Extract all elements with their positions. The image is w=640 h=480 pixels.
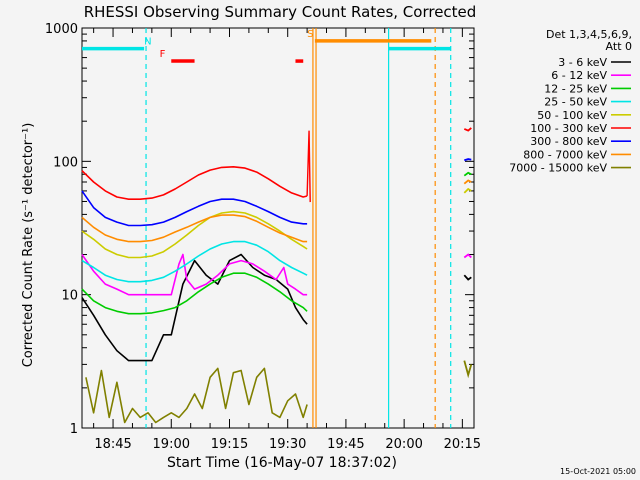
series-line-800-7000-kev (81, 214, 308, 243)
series-line-7000-15000-kev (85, 367, 308, 424)
x-tick-label: 19:15 (211, 437, 248, 452)
y-tick-label: 10 (61, 289, 78, 304)
x-axis-label: Start Time (16-May-07 18:37:02) (167, 455, 397, 471)
y-axis-label: Corrected Count Rate (s⁻¹ detector⁻¹) (21, 123, 36, 368)
legend-label-6-12-kev: 6 - 12 keV (551, 69, 607, 82)
legend-label-25-50-kev: 25 - 50 keV (544, 96, 607, 109)
late-fragment-300-800-kev (464, 158, 472, 162)
event-bar-label-s: S (307, 29, 313, 40)
late-fragment-6-12-kev (463, 253, 472, 259)
legend-label-800-7000-kev: 800 - 7000 keV (523, 148, 607, 161)
legend-label-7000-15000-kev: 7000 - 15000 keV (509, 162, 607, 175)
late-fragment-800-7000-kev (463, 179, 472, 185)
footer-date: 15-Oct-2021 05:00 (560, 467, 636, 476)
legend-label-300-800-kev: 300 - 800 keV (530, 135, 607, 148)
series-line-50-100-kev (81, 210, 308, 259)
series-line-12-25-kev (81, 272, 308, 315)
event-bar-label-f: F (160, 49, 166, 60)
x-tick-label: 19:45 (327, 437, 364, 452)
spike-line (306, 130, 311, 203)
series-line-3-6-kev (81, 253, 308, 362)
series-line-25-50-kev (81, 240, 308, 283)
legend-header-line-1: Det 1,3,4,5,6,9, (546, 28, 632, 41)
legend-label-50-100-kev: 50 - 100 keV (537, 109, 607, 122)
y-tick-label: 1000 (45, 22, 78, 37)
late-fragment-12-25-kev (463, 171, 472, 177)
legend-header-line-2: Att 0 (606, 40, 632, 53)
x-tick-label: 20:00 (385, 437, 422, 452)
x-tick-label: 18:45 (94, 437, 131, 452)
series-line-6-12-kev (81, 253, 308, 296)
y-tick-label: 1 (70, 422, 78, 437)
plot-frame (81, 27, 475, 429)
y-tick-label: 100 (53, 155, 78, 170)
legend-label-100-300-kev: 100 - 300 keV (530, 122, 607, 135)
chart-title: RHESSI Observing Summary Count Rates, Co… (84, 3, 477, 21)
x-tick-label: 20:15 (444, 437, 481, 452)
event-bar-label-n: N (144, 37, 151, 48)
late-fragment-7000-15000-kev (463, 360, 473, 379)
series-line-300-800-kev (81, 190, 308, 227)
late-fragment-100-300-kev (463, 127, 472, 132)
x-tick-label: 19:30 (269, 437, 306, 452)
late-fragment-3-6-kev (463, 274, 472, 281)
series-line-100-300-kev (81, 166, 308, 200)
legend-label-12-25-kev: 12 - 25 keV (544, 82, 607, 95)
late-fragment-50-100-kev (463, 187, 472, 194)
x-tick-label: 19:00 (153, 437, 190, 452)
legend-label-3-6-kev: 3 - 6 keV (558, 56, 607, 69)
